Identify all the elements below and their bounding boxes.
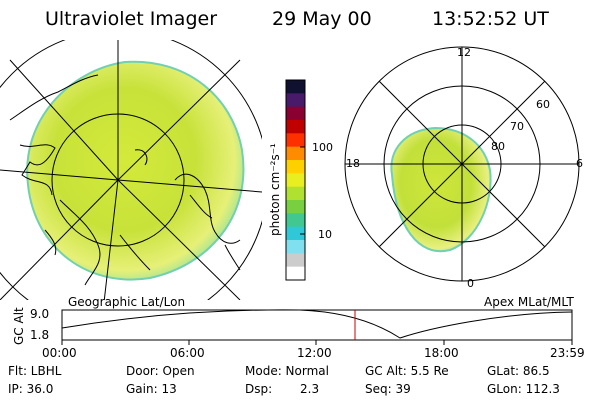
altitude-ytick-9: 9.0 <box>30 307 50 321</box>
polar-plot <box>344 46 580 282</box>
mode-status: Mode: Normal <box>245 364 329 378</box>
colorbar-segment <box>286 226 305 241</box>
mlt-label-18: 18 <box>346 157 360 170</box>
xtick-0600: 06:00 <box>170 346 205 360</box>
right-panel-caption: Apex MLat/MLT <box>484 295 574 309</box>
colorbar-segment <box>286 160 305 174</box>
colorbar-tick-10: 10 <box>318 228 332 241</box>
altitude-plot <box>61 309 573 345</box>
instrument-title: Ultraviolet Imager <box>45 8 218 30</box>
colorbar-label: photon cm⁻²s⁻¹ <box>268 143 282 236</box>
longitude-lines <box>0 40 262 300</box>
left-panel-caption: Geographic Lat/Lon <box>68 295 186 309</box>
mlt-label-12: 12 <box>457 46 471 59</box>
seq-status: Seq: 39 <box>365 382 411 396</box>
filter-status: Flt: LBHL <box>8 364 62 378</box>
xtick-1800: 18:00 <box>424 346 459 360</box>
lat-label-60: 60 <box>536 98 550 111</box>
altitude-ytick-1-8: 1.8 <box>30 328 50 342</box>
aurora-image-right <box>390 126 492 253</box>
geographic-map <box>0 40 262 300</box>
gc-alt-status: GC Alt: 5.5 Re <box>365 364 449 378</box>
gain-status: Gain: 13 <box>126 382 177 396</box>
glon-status: GLon: 112.3 <box>487 382 560 396</box>
mlt-label-0: 0 <box>467 277 474 290</box>
xtick-1200: 12:00 <box>297 346 332 360</box>
date-label: 29 May 00 <box>272 8 372 30</box>
time-label: 13:52:52 UT <box>432 8 549 30</box>
colorbar-segment <box>286 133 305 148</box>
lat-label-70: 70 <box>510 120 524 133</box>
colorbar-segment <box>286 120 305 134</box>
colorbar-tick-100: 100 <box>312 141 333 154</box>
dsp-value: 2.3 <box>300 382 320 396</box>
colorbar-segment <box>286 93 305 108</box>
colorbar-segment <box>286 106 305 121</box>
colorbar-segment <box>286 186 305 201</box>
ip-status: IP: 36.0 <box>8 382 54 396</box>
colorbar-segment <box>286 173 305 188</box>
aurora-image-left <box>26 60 245 281</box>
colorbar-segment <box>286 253 305 268</box>
colorbar-segment <box>286 213 305 228</box>
lat-label-80: 80 <box>491 140 505 153</box>
xtick-2359: 23:59 <box>550 346 585 360</box>
door-status: Door: Open <box>126 364 195 378</box>
dsp-label: Dsp: <box>245 382 273 396</box>
colorbar <box>285 79 306 281</box>
mlt-label-6: 6 <box>576 157 583 170</box>
colorbar-segment <box>286 240 305 254</box>
colorbar-segment <box>286 266 305 281</box>
altitude-curve <box>61 309 573 339</box>
coastlines <box>9 74 241 286</box>
colorbar-segment <box>286 200 305 214</box>
altitude-ylabel: GC Alt <box>12 307 26 345</box>
colorbar-segment <box>286 80 305 94</box>
xtick-0000: 00:00 <box>42 346 77 360</box>
glat-status: GLat: 86.5 <box>487 364 550 378</box>
colorbar-segment <box>286 146 305 161</box>
